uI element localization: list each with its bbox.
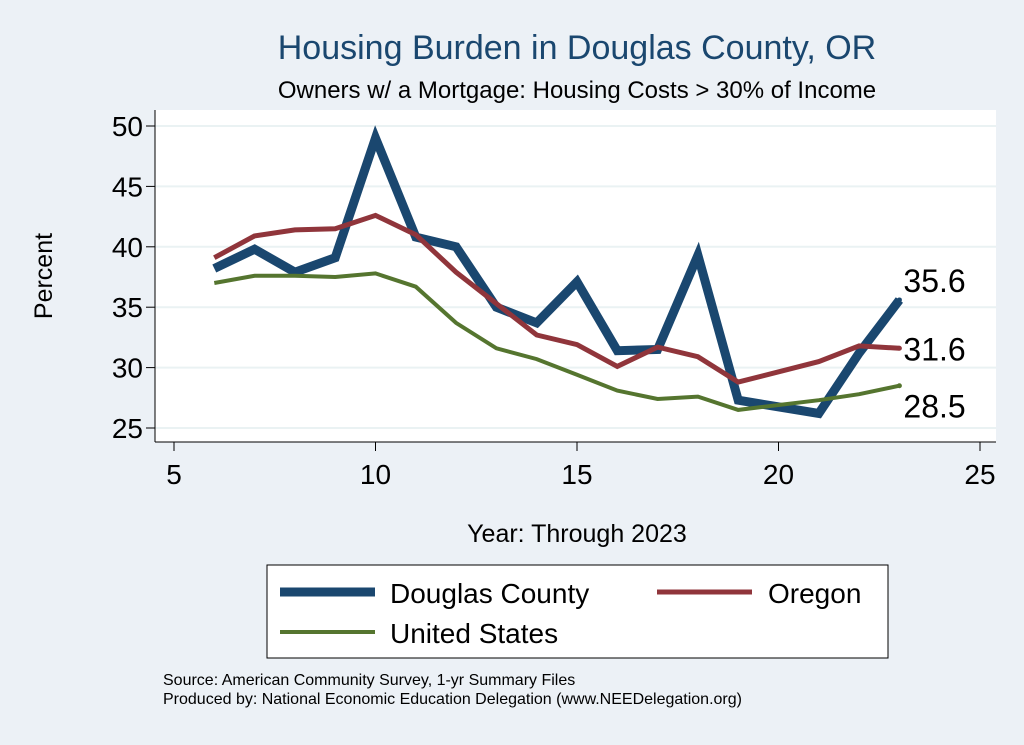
series-line-oregon — [213, 212, 900, 385]
end-label: 28.5 — [903, 389, 965, 425]
x-tick-label: 25 — [964, 459, 995, 490]
x-tick-label: 10 — [360, 459, 391, 490]
x-tick-label: 15 — [561, 459, 592, 490]
x-tick-label: 20 — [763, 459, 794, 490]
y-tick-label: 50 — [112, 111, 143, 142]
end-label: 31.6 — [903, 331, 965, 367]
legend-box — [266, 564, 889, 659]
end-point — [896, 383, 902, 389]
series-line-united-states — [213, 271, 900, 412]
legend: Douglas County Oregon United States — [280, 578, 861, 649]
series-lines — [212, 125, 903, 419]
legend-label: United States — [390, 618, 558, 649]
series-line-douglas-county — [212, 125, 903, 419]
line-chart: Housing Burden in Douglas County, OR Own… — [30, 29, 996, 659]
y-axis-ticks: 25 30 35 40 45 50 — [112, 111, 155, 444]
chart-title: Housing Burden in Douglas County, OR — [278, 29, 876, 67]
y-tick-label: 25 — [112, 413, 143, 444]
legend-label: Oregon — [768, 578, 861, 609]
legend-label: Douglas County — [390, 578, 589, 609]
chart-subtitle: Owners w/ a Mortgage: Housing Costs > 30… — [278, 77, 876, 104]
source-note: Source: American Community Survey, 1-yr … — [163, 672, 576, 689]
x-tick-label: 5 — [166, 459, 182, 490]
y-axis-label: Percent — [30, 233, 58, 319]
y-tick-label: 30 — [112, 353, 143, 384]
x-axis-ticks: 5 10 15 20 25 — [166, 442, 996, 490]
end-point — [896, 297, 902, 303]
y-tick-label: 35 — [112, 292, 143, 323]
y-tick-label: 40 — [112, 232, 143, 263]
end-labels: 35.6 31.6 28.5 — [896, 263, 966, 425]
end-point — [896, 345, 902, 351]
end-label: 35.6 — [903, 263, 965, 299]
x-axis-label: Year: Through 2023 — [467, 520, 687, 548]
grid-lines — [155, 125, 996, 429]
producer-note: Produced by: National Economic Education… — [163, 691, 742, 708]
y-tick-label: 45 — [112, 171, 143, 202]
